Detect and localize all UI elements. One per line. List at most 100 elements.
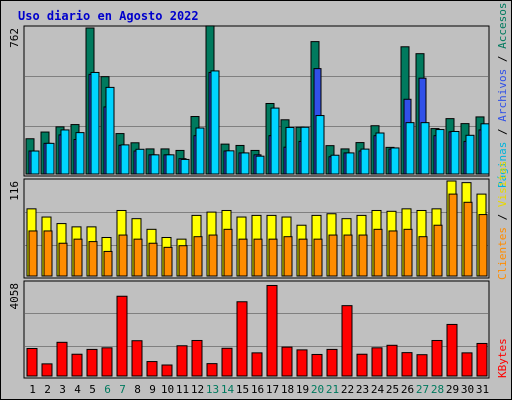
bar-kbytes (296, 349, 308, 377)
x-tick-label: 14 (221, 383, 235, 396)
bar-kbytes (476, 342, 488, 377)
x-tick-label: 8 (134, 383, 141, 396)
x-tick-label: 30 (461, 383, 474, 396)
bar-clientes (28, 230, 38, 277)
bar-clientes (268, 238, 278, 277)
bar-kbytes (236, 301, 248, 377)
x-tick-label: 7 (119, 383, 126, 396)
bar-kbytes (416, 354, 428, 377)
legend-accesos: Accesos (496, 3, 509, 49)
chart-panels: 762 116 4058 (8, 25, 490, 379)
bar-kbytes (86, 348, 98, 377)
bar-clientes (463, 201, 473, 277)
bar-paginas (450, 130, 460, 175)
bar-kbytes (461, 352, 473, 377)
bar-kbytes (431, 339, 443, 377)
bar-kbytes (221, 347, 233, 377)
bar-kbytes (371, 347, 383, 377)
y-max-label: 762 (8, 28, 21, 48)
x-tick-label: 27 (416, 383, 429, 396)
bar-paginas (210, 70, 220, 175)
bar-clientes (358, 234, 368, 277)
bar-paginas (300, 126, 310, 175)
bar-kbytes (71, 353, 83, 377)
bar-paginas (105, 86, 115, 175)
bar-clientes (448, 193, 458, 277)
bar-kbytes (341, 305, 353, 377)
bar-paginas (195, 127, 205, 175)
bar-paginas (375, 132, 385, 175)
bar-kbytes (326, 348, 338, 377)
x-tick-label: 18 (281, 383, 294, 396)
x-tick-label: 3 (59, 383, 66, 396)
legend-kbytes: KBytes (496, 338, 509, 378)
legend-separator: / (496, 122, 509, 142)
x-tick-label: 13 (206, 383, 219, 396)
bar-clientes (283, 236, 293, 277)
x-tick-label: 26 (401, 383, 414, 396)
bar-clientes (73, 238, 83, 277)
bar-paginas (315, 115, 325, 175)
bar-kbytes (206, 363, 218, 377)
bar-clientes (478, 214, 488, 277)
bar-clientes (118, 234, 128, 277)
bar-paginas (480, 123, 490, 175)
x-tick-label: 20 (311, 383, 324, 396)
bar-kbytes (386, 344, 398, 377)
bar-kbytes (311, 353, 323, 377)
bar-kbytes (266, 284, 278, 377)
bar-clientes (58, 242, 68, 277)
bar-clientes (193, 236, 203, 277)
bar-kbytes (281, 346, 293, 377)
x-tick-label: 17 (266, 383, 279, 396)
bar-paginas (360, 148, 370, 175)
x-tick-label: 28 (431, 383, 444, 396)
right-legend-bottom: KBytes (496, 338, 509, 378)
bar-paginas (120, 144, 130, 175)
bar-paginas (390, 147, 400, 175)
panel-2: 116 (8, 178, 490, 279)
legend-pginas: Páginas (496, 142, 509, 188)
bar-clientes (178, 245, 188, 277)
bar-clientes (313, 238, 323, 277)
bar-kbytes (146, 361, 158, 377)
x-tick-label: 5 (89, 383, 96, 396)
x-tick-label: 10 (161, 383, 174, 396)
bar-kbytes (356, 353, 368, 377)
bar-paginas (435, 129, 445, 175)
panel-3: 4058 (8, 280, 490, 379)
bar-kbytes (56, 341, 68, 377)
bar-paginas (405, 122, 415, 175)
bar-clientes (298, 238, 308, 277)
bar-clientes (133, 238, 143, 277)
panel-bars (25, 25, 490, 175)
right-legend-middle: Clientes / Visitas (496, 161, 509, 280)
bar-kbytes (41, 363, 53, 377)
x-tick-label: 29 (446, 383, 459, 396)
bar-paginas (150, 154, 160, 175)
x-tick-label: 31 (476, 383, 489, 396)
panel-1: 762 (8, 25, 490, 177)
bar-kbytes (191, 339, 203, 377)
x-tick-label: 9 (149, 383, 156, 396)
bar-clientes (328, 234, 338, 277)
x-tick-label: 1 (29, 383, 36, 396)
panel-bars (26, 180, 488, 277)
bar-paginas (45, 142, 55, 175)
bar-paginas (330, 154, 340, 175)
bar-paginas (285, 126, 295, 175)
x-tick-label: 25 (386, 383, 399, 396)
x-tick-label: 15 (236, 383, 249, 396)
legend-archivos: Archivos (496, 69, 509, 122)
bar-clientes (103, 250, 113, 277)
x-tick-label: 19 (296, 383, 309, 396)
x-tick-label: 24 (371, 383, 385, 396)
bar-paginas (270, 107, 280, 175)
x-tick-label: 4 (74, 383, 81, 396)
bar-kbytes (161, 364, 173, 377)
bar-clientes (223, 228, 233, 277)
bar-kbytes (131, 340, 143, 377)
bar-paginas (90, 71, 100, 175)
bar-paginas (135, 148, 145, 175)
bar-clientes (163, 246, 173, 277)
